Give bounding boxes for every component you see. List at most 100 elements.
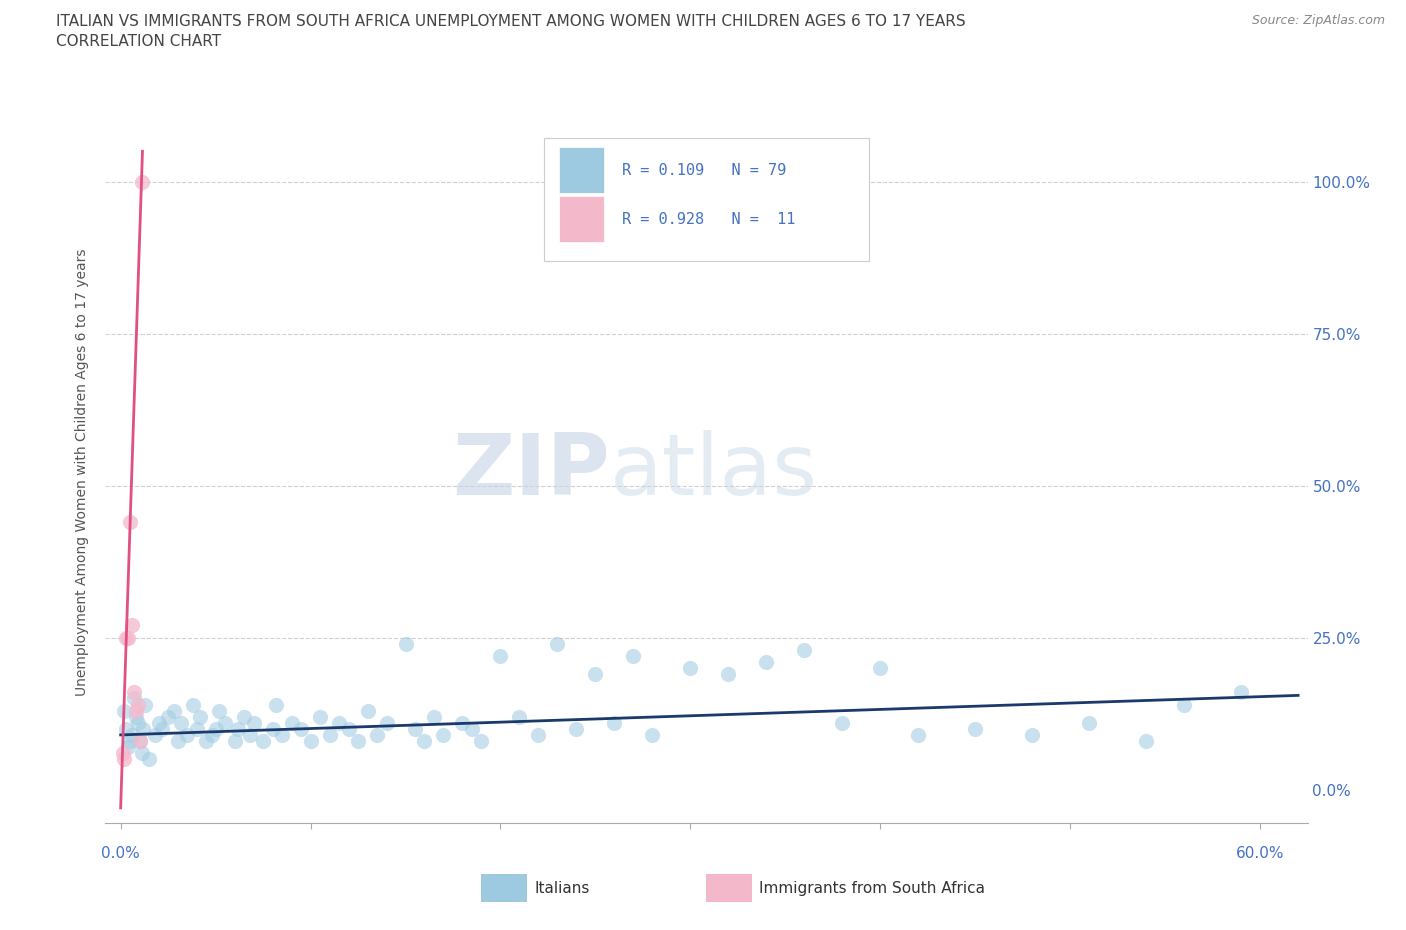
Point [120, 734, 142, 749]
Text: R = 0.109   N = 79: R = 0.109 N = 79 [623, 163, 786, 178]
Point [1078, 715, 1101, 730]
Point [299, 734, 322, 749]
Point [621, 648, 644, 663]
Point [271, 727, 294, 742]
Point [793, 643, 815, 658]
Point [128, 734, 150, 749]
Point [122, 684, 145, 699]
Point [1135, 734, 1157, 749]
Point [423, 710, 446, 724]
Y-axis label: Unemployment Among Women with Children Ages 6 to 17 years: Unemployment Among Women with Children A… [76, 248, 90, 696]
Point [152, 722, 174, 737]
Point [432, 727, 454, 742]
FancyBboxPatch shape [558, 147, 605, 193]
Text: Source: ZipAtlas.com: Source: ZipAtlas.com [1251, 14, 1385, 27]
Point [115, 631, 138, 645]
Point [125, 703, 148, 718]
Point [166, 734, 188, 749]
Point [356, 703, 378, 718]
Point [565, 722, 588, 737]
Point [122, 691, 145, 706]
Point [176, 727, 198, 742]
Point [239, 727, 262, 742]
Point [127, 698, 149, 712]
Point [114, 703, 136, 718]
Point [907, 727, 929, 742]
Point [603, 715, 626, 730]
Point [347, 734, 370, 749]
Point [451, 715, 474, 730]
Point [394, 636, 416, 651]
Point [717, 667, 740, 682]
Point [127, 715, 149, 730]
Point [290, 722, 312, 737]
Point [134, 698, 156, 712]
Point [1021, 727, 1043, 742]
Text: ITALIAN VS IMMIGRANTS FROM SOUTH AFRICA UNEMPLOYMENT AMONG WOMEN WITH CHILDREN A: ITALIAN VS IMMIGRANTS FROM SOUTH AFRICA … [56, 14, 966, 29]
Point [266, 698, 288, 712]
Point [131, 174, 153, 189]
Point [148, 715, 170, 730]
Point [1173, 698, 1195, 712]
Point [190, 710, 212, 724]
Point [375, 715, 398, 730]
Point [186, 722, 208, 737]
Point [131, 746, 153, 761]
Text: Immigrants from South Africa: Immigrants from South Africa [759, 881, 986, 896]
Text: atlas: atlas [610, 431, 818, 513]
Point [214, 715, 236, 730]
Point [337, 722, 360, 737]
Point [755, 655, 778, 670]
Point [1230, 684, 1253, 699]
Text: R = 0.928   N =  11: R = 0.928 N = 11 [623, 212, 796, 227]
Point [163, 703, 186, 718]
Point [869, 660, 891, 675]
Point [181, 698, 204, 712]
Point [489, 648, 512, 663]
Point [583, 667, 606, 682]
Point [117, 739, 139, 754]
Text: ZIP: ZIP [453, 431, 610, 513]
Point [413, 734, 436, 749]
Point [117, 631, 139, 645]
Point [461, 722, 484, 737]
Point [252, 734, 274, 749]
Point [242, 715, 264, 730]
Point [121, 618, 143, 633]
Point [224, 734, 246, 749]
Point [128, 734, 150, 749]
FancyBboxPatch shape [481, 874, 527, 902]
Point [309, 710, 332, 724]
Point [404, 722, 426, 737]
Text: CORRELATION CHART: CORRELATION CHART [56, 34, 221, 49]
Point [170, 715, 193, 730]
Point [157, 710, 180, 724]
Point [470, 734, 492, 749]
Point [114, 751, 136, 766]
Point [204, 722, 226, 737]
Point [125, 710, 148, 724]
Point [641, 727, 664, 742]
Point [233, 710, 256, 724]
Point [208, 703, 231, 718]
Text: 0.0%: 0.0% [101, 846, 141, 861]
FancyBboxPatch shape [544, 139, 869, 261]
Point [318, 727, 340, 742]
Point [831, 715, 853, 730]
Point [195, 734, 218, 749]
Point [508, 710, 530, 724]
Point [366, 727, 388, 742]
Point [132, 722, 155, 737]
Point [280, 715, 302, 730]
Point [546, 636, 568, 651]
Point [201, 727, 224, 742]
Point [228, 722, 250, 737]
Point [262, 722, 284, 737]
Point [121, 727, 143, 742]
FancyBboxPatch shape [706, 874, 752, 902]
Point [527, 727, 550, 742]
Point [111, 746, 134, 761]
Point [679, 660, 702, 675]
Point [120, 514, 142, 529]
Text: 60.0%: 60.0% [1236, 846, 1284, 861]
